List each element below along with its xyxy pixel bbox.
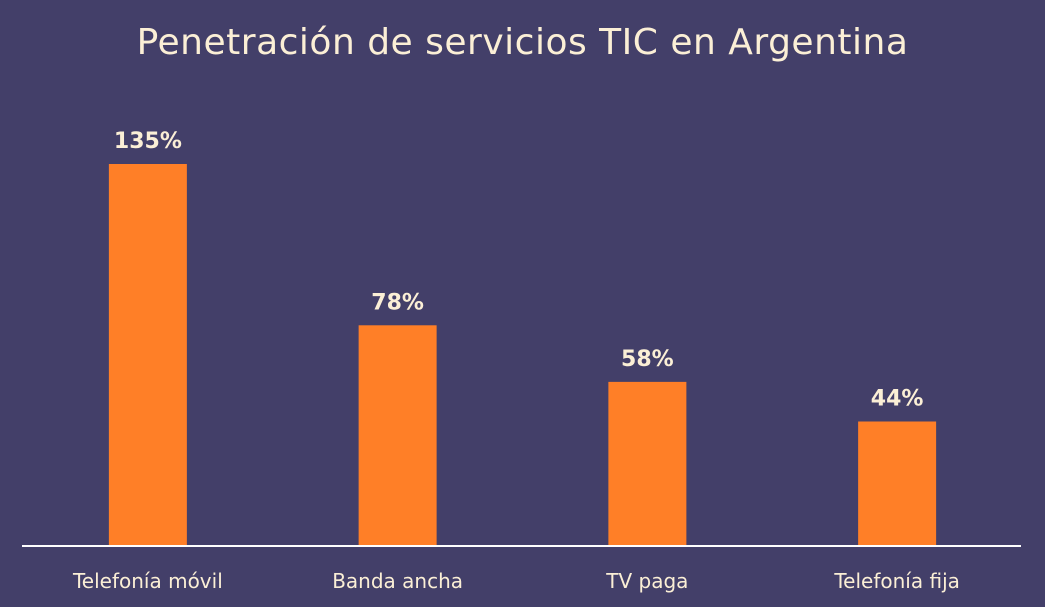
labels-layer: 135% Telefonía móvil 78% Banda ancha 58% TV p… — [72, 129, 960, 593]
chart-title: Penetración de servicios TIC en Argentin… — [136, 22, 909, 63]
bars-layer — [108, 164, 937, 546]
value-label-2: 58% — [621, 347, 674, 372]
bar-2 — [608, 381, 687, 546]
bar-3 — [858, 421, 937, 546]
category-label-2: TV paga — [605, 569, 688, 593]
category-label-3: Telefonía fija — [833, 569, 960, 593]
value-label-3: 44% — [871, 386, 924, 411]
value-label-0: 135% — [114, 129, 182, 154]
bar-0 — [108, 164, 187, 546]
value-label-1: 78% — [371, 290, 424, 315]
category-label-1: Banda ancha — [332, 569, 463, 593]
category-label-0: Telefonía móvil — [72, 569, 223, 593]
bar-1 — [358, 325, 437, 546]
